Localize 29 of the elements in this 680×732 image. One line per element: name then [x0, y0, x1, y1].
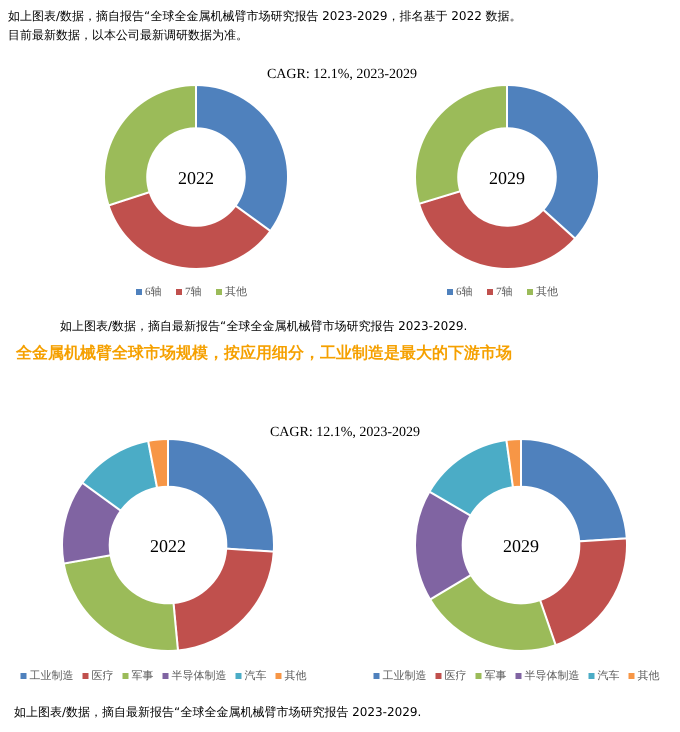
legend-label: 汽车	[598, 669, 620, 682]
text: 2022	[178, 168, 214, 188]
text: CAGR: 12.1%, 2023-2029	[270, 425, 420, 440]
text: CAGR: 12.1%, 2023-2029	[266, 67, 418, 82]
text: 2022	[150, 536, 186, 556]
legend-label: 半导体制造	[172, 669, 226, 682]
legend-label: 其他	[284, 669, 306, 682]
legend-label: 6轴	[145, 285, 162, 298]
legend-label: 工业制造	[382, 669, 426, 682]
legend-label: 汽车	[244, 669, 266, 682]
legend-label: 其他	[536, 285, 558, 298]
legend-label: 军事	[484, 669, 506, 682]
text: 2029	[489, 168, 525, 188]
legend-label: 半导体制造	[524, 669, 580, 682]
legend-label: 工业制造	[30, 669, 74, 682]
legend-label: 6轴	[456, 285, 472, 298]
text: 如上图表/数据，摘自报告“全球全金属机械臂市场研究报告 2023-2029，排名基于 2022 数据。	[8, 9, 522, 23]
text: 全金属机械臂全球市场规模，按应用细分，工业制造是最大的下游市场	[15, 343, 512, 362]
legend-label: 其他	[638, 669, 660, 682]
text: 如上图表/数据，摘自最新报告“全球全金属机械臂市场研究报告 2023-2029.	[14, 705, 422, 719]
text: 2029	[503, 536, 539, 556]
text: 目前最新数据，以本公司最新调研数据为准。	[8, 28, 248, 42]
legend-label: 其他	[225, 285, 247, 298]
legend-label: 军事	[132, 669, 154, 682]
legend-label: 7轴	[496, 285, 512, 298]
legend-label: 医疗	[92, 669, 114, 682]
legend-label: 7轴	[185, 285, 202, 298]
legend-label: 医疗	[444, 669, 466, 682]
text: 如上图表/数据，摘自最新报告“全球全金属机械臂市场研究报告 2023-2029.	[60, 319, 468, 333]
